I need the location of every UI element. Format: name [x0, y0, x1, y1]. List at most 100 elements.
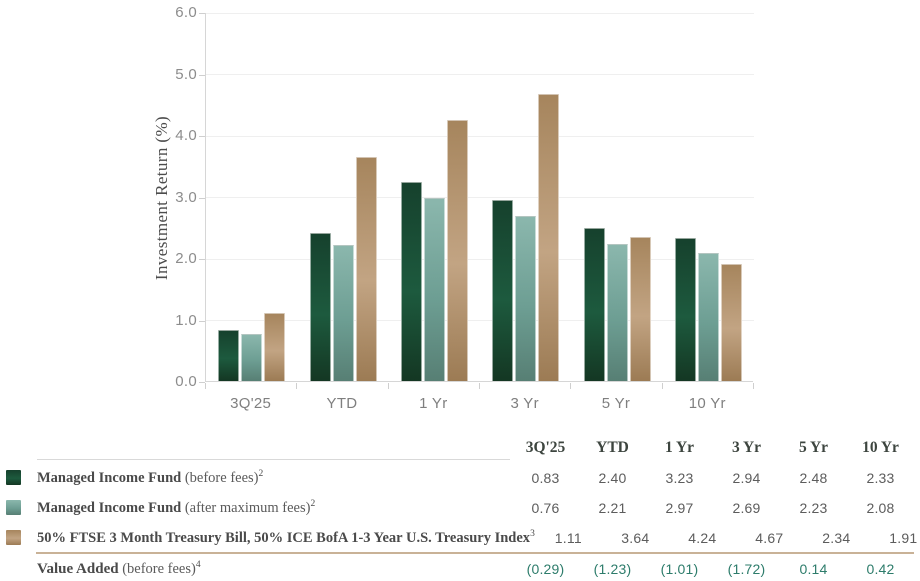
- y-axis-tick-label: 3.0: [175, 188, 197, 206]
- row-label-main: Managed Income Fund: [37, 499, 182, 516]
- investment-return-bar-chart: Investment Return (%) 0.0 1.0 2.0 3.0 4.0 5.0…: [152, 4, 754, 412]
- bar-before-fees-5yr: [583, 228, 605, 381]
- row-label-area: Value Added (before fees)4: [0, 560, 512, 578]
- y-axis-tick: [199, 74, 205, 76]
- table-column-header: 5 Yr: [798, 439, 829, 456]
- row-label-area: Managed Income Fund (before fees)2: [0, 469, 512, 487]
- table-cell: (1.23): [593, 561, 632, 577]
- y-axis-tick: [199, 136, 205, 137]
- x-axis-tick: [388, 383, 389, 389]
- legend-swatch-after-max-fees: [6, 500, 21, 516]
- y-axis-tick: [199, 382, 205, 383]
- row-label: Managed Income Fund (before fees)2: [37, 469, 263, 487]
- footnote-superscript: 2: [310, 499, 316, 510]
- bar-benchmark-index-ytd: [355, 157, 377, 381]
- x-axis-category-label: 3 Yr: [510, 395, 539, 412]
- plot-area: [205, 12, 754, 382]
- bar-after-max-fees-5yr: [606, 243, 628, 381]
- table-cell: 3.23: [665, 470, 694, 486]
- table-cell: 2.40: [598, 470, 627, 486]
- table-row-series-2: 50% FTSE 3 Month Treasury Bill, 50% ICE …: [0, 523, 920, 553]
- table-cell: 2.33: [866, 470, 895, 486]
- table-cell: 2.94: [732, 470, 761, 486]
- table-cell: 2.97: [665, 500, 694, 516]
- footnote-superscript: 2: [258, 469, 264, 480]
- legend-swatch-before-fees: [6, 470, 21, 486]
- gridline: [206, 320, 754, 321]
- header-spacer: [0, 437, 512, 459]
- table-column-header: 1 Yr: [664, 439, 695, 456]
- y-axis-tick: [199, 320, 205, 322]
- bar-after-max-fees-3yr: [515, 215, 537, 381]
- y-axis-tick-label: 6.0: [175, 4, 197, 21]
- x-axis-tick: [753, 383, 754, 389]
- legend-swatch-benchmark-index: [6, 530, 21, 546]
- table-column-header: 3 Yr: [731, 439, 762, 456]
- y-axis-tick-label: 0.0: [175, 373, 197, 390]
- x-axis-tick: [296, 383, 297, 389]
- table-row-series-0: Managed Income Fund (before fees)2 0.83 2.…: [0, 463, 920, 493]
- x-axis-category-label: 1 Yr: [419, 395, 448, 412]
- table-cell: 1.11: [554, 530, 582, 546]
- table-cell: 0.42: [866, 561, 895, 577]
- bar-before-fees-1yr: [400, 182, 422, 381]
- gridline: [206, 197, 754, 198]
- row-label-area: Managed Income Fund (after maximum fees)…: [0, 499, 512, 517]
- y-axis-tick: [199, 197, 205, 199]
- table-cell: (1.72): [727, 561, 766, 577]
- row-label: 50% FTSE 3 Month Treasury Bill, 50% ICE …: [37, 529, 535, 547]
- bar-before-fees-ytd: [309, 233, 331, 381]
- table-column-header: 3Q'25: [525, 439, 566, 456]
- table-cell: 4.24: [688, 530, 717, 546]
- table-cell: 2.23: [799, 500, 828, 516]
- bar-benchmark-index-3yr: [538, 93, 560, 381]
- header-divider-rule: [37, 459, 510, 460]
- table-cell: 0.83: [531, 470, 560, 486]
- table-cell: 2.08: [866, 500, 895, 516]
- table-cell: 0.76: [531, 500, 560, 516]
- x-axis-tick: [479, 383, 480, 389]
- row-label-note: (before fees): [118, 560, 196, 577]
- gridline: [206, 135, 754, 137]
- table-cell: 3.64: [621, 530, 650, 546]
- footnote-superscript: 4: [195, 560, 201, 571]
- row-label-note: (before fees): [181, 469, 259, 486]
- x-axis-category-label: YTD: [326, 395, 358, 412]
- footnote-superscript: 3: [530, 529, 535, 540]
- gridline: [206, 74, 754, 75]
- y-axis-tick-label: 5.0: [175, 65, 197, 83]
- table-cell: (1.01): [660, 561, 699, 577]
- bar-benchmark-index-3q25: [264, 312, 286, 381]
- table-cell: 4.67: [755, 530, 784, 546]
- x-axis-category-label: 5 Yr: [601, 395, 631, 412]
- x-axis-tick: [570, 383, 571, 389]
- y-axis-tick-label: 2.0: [175, 250, 197, 267]
- bar-before-fees-10yr: [674, 237, 696, 381]
- x-axis-tick: [205, 383, 206, 389]
- bar-benchmark-index-1yr: [446, 120, 468, 381]
- gridline: [206, 12, 754, 14]
- y-axis-tick-label: 4.0: [175, 127, 197, 144]
- y-axis-tick: [199, 13, 205, 14]
- bar-benchmark-index-10yr: [720, 263, 742, 381]
- table-column-header: 10 Yr: [862, 439, 899, 456]
- value-added-divider-rule: [36, 552, 914, 554]
- table-header-row: 3Q'25 YTD 1 Yr 3 Yr 5 Yr 10 Yr: [0, 437, 920, 459]
- performance-table: 3Q'25 YTD 1 Yr 3 Yr 5 Yr 10 Yr Managed Income…: [0, 436, 920, 581]
- y-axis-tick: [199, 259, 205, 260]
- row-label: Value Added (before fees)4: [37, 560, 201, 578]
- row-label-note: (after maximum fees): [181, 499, 311, 516]
- row-label-main: 50% FTSE 3 Month Treasury Bill, 50% ICE …: [37, 529, 531, 546]
- table-cell: 2.48: [799, 470, 828, 486]
- gridline: [206, 258, 754, 260]
- x-axis-tick: [662, 383, 663, 389]
- table-cell: 2.69: [732, 500, 761, 516]
- table-cell: (0.29): [526, 561, 565, 577]
- table-cell: 0.14: [799, 561, 828, 577]
- bar-after-max-fees-10yr: [697, 253, 719, 381]
- row-label-main: Value Added: [37, 560, 119, 577]
- bar-before-fees-3q25: [218, 329, 240, 381]
- row-label: Managed Income Fund (after maximum fees)…: [37, 499, 315, 517]
- row-label-area: 50% FTSE 3 Month Treasury Bill, 50% ICE …: [0, 529, 535, 547]
